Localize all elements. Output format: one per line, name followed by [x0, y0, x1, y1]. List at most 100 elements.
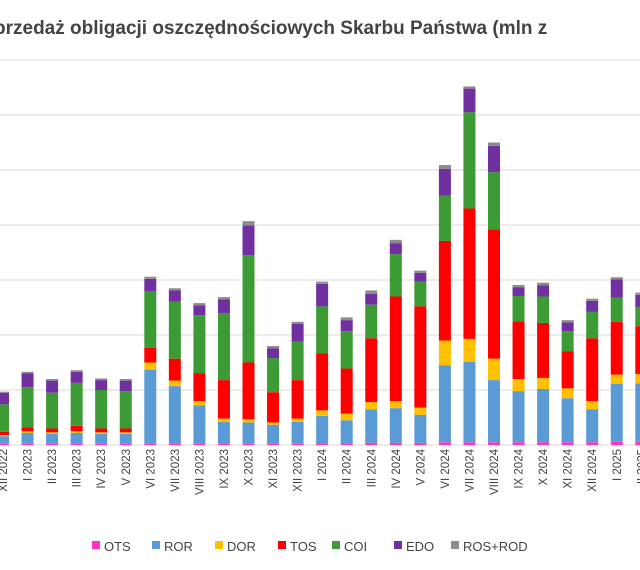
- bar-segment: [316, 283, 329, 307]
- bar-segment: [21, 373, 34, 388]
- bar-segment: [438, 240, 451, 341]
- x-tick-label: III 2023: [72, 449, 84, 487]
- bar-segment: [561, 442, 574, 445]
- bar-segment: [291, 324, 304, 342]
- bar-segment: [168, 301, 181, 359]
- bar-segment: [95, 390, 108, 429]
- bar-segment: [0, 391, 9, 393]
- bar-segment: [635, 383, 640, 442]
- bar-segment: [291, 418, 304, 422]
- bar-segment: [0, 392, 9, 405]
- bar-segment: [21, 427, 34, 432]
- x-tick-label: IX 2024: [514, 448, 526, 488]
- bar-segment: [267, 348, 280, 359]
- bar-segment: [365, 293, 378, 305]
- legend-swatch: [152, 541, 160, 549]
- x-tick-label: X 2024: [538, 448, 550, 485]
- bar-segment: [389, 254, 402, 297]
- bar-segment: [70, 425, 83, 432]
- bar-segment: [438, 195, 451, 241]
- bar-segment: [267, 424, 280, 444]
- legend-swatch: [92, 541, 100, 549]
- bar-segment: [95, 428, 108, 433]
- bar-segment: [438, 340, 451, 366]
- bar-segment: [463, 361, 476, 443]
- bar-segment: [95, 432, 108, 434]
- legend-label: DOR: [227, 539, 256, 554]
- x-tick-label: VI 2023: [145, 449, 157, 489]
- bar-segment: [144, 278, 157, 291]
- bar-segment: [217, 421, 230, 444]
- bar-segment: [95, 380, 108, 390]
- bar-segment: [193, 315, 206, 374]
- bar-segment: [537, 285, 550, 297]
- bar-segment: [291, 380, 304, 419]
- x-tick-label: XI 2024: [563, 448, 575, 488]
- bar-segment: [610, 441, 623, 445]
- bar-segment: [267, 358, 280, 393]
- bar-segment: [242, 225, 255, 256]
- bar-segment: [610, 277, 623, 280]
- bar-segment: [463, 112, 476, 209]
- bar-segment: [340, 420, 353, 444]
- bar-segment: [217, 299, 230, 313]
- bar-segment: [70, 371, 83, 383]
- bar-segment: [316, 415, 329, 444]
- bar-segment: [193, 373, 206, 401]
- bar-segment: [119, 432, 132, 434]
- bar-segment: [21, 371, 34, 374]
- bar-segment: [21, 387, 34, 428]
- bar-segment: [267, 422, 280, 425]
- bar-segment: [586, 311, 599, 339]
- bar-segment: [463, 86, 476, 89]
- bar-segment: [389, 401, 402, 409]
- chart-title: przedaż obligacji oszczędnościowych Skar…: [0, 18, 547, 39]
- bar-segment: [168, 290, 181, 302]
- bar-segment: [438, 365, 451, 443]
- bar-segment: [0, 436, 9, 444]
- bar-segment: [340, 413, 353, 421]
- bar-segment: [561, 351, 574, 389]
- bar-segment: [242, 255, 255, 363]
- bar-segment: [0, 443, 9, 445]
- bar-segment: [586, 409, 599, 443]
- bar-segment: [119, 379, 132, 381]
- bar-segment: [316, 443, 329, 445]
- bar-segment: [438, 168, 451, 196]
- bar-segment: [144, 276, 157, 279]
- bar-segment: [267, 346, 280, 349]
- bar-segment: [365, 290, 378, 294]
- bar-segment: [635, 326, 640, 375]
- x-tick-label: XII 2024: [587, 448, 599, 491]
- bar-segment: [291, 321, 304, 324]
- bar-segment: [414, 407, 427, 415]
- bar-segment: [512, 321, 525, 379]
- x-tick-label: II 2023: [47, 449, 59, 484]
- bar-segment: [242, 221, 255, 226]
- bar-segment: [217, 313, 230, 381]
- bar-segment: [217, 443, 230, 445]
- bar-segment: [168, 358, 181, 381]
- bar-segment: [316, 306, 329, 354]
- bar-segment: [512, 379, 525, 392]
- bar-segment: [242, 419, 255, 423]
- legend-label: TOS: [290, 539, 317, 554]
- bar-segment: [70, 382, 83, 426]
- bar-segment: [635, 292, 640, 295]
- bar-segment: [610, 279, 623, 298]
- bar-segment: [340, 368, 353, 414]
- bar-segment: [217, 297, 230, 300]
- legend-swatch: [278, 541, 286, 549]
- bar-segment: [21, 431, 34, 433]
- bar-segment: [561, 331, 574, 352]
- bar-segment: [267, 443, 280, 445]
- bar-segment: [0, 435, 9, 437]
- bar-segment: [119, 391, 132, 429]
- bar-segment: [340, 331, 353, 369]
- bar-segment: [316, 353, 329, 411]
- bar-segment: [119, 428, 132, 433]
- bar-segment: [586, 298, 599, 301]
- bar-segment: [340, 320, 353, 332]
- bar-segment: [193, 443, 206, 445]
